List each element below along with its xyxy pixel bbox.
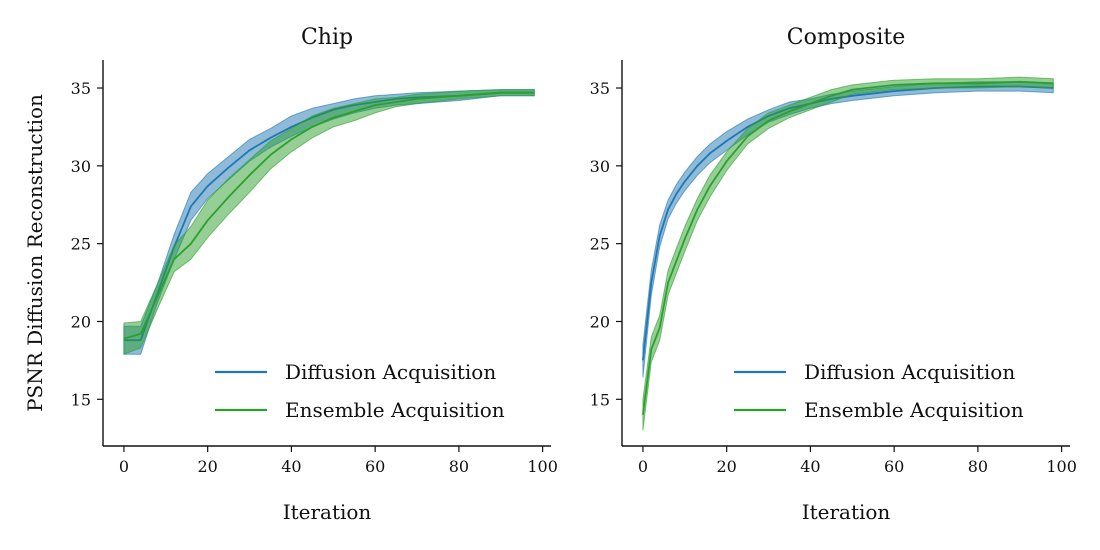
chart-title: Chip (301, 25, 353, 50)
series-confidence-band (642, 81, 1054, 378)
x-tick-label: 100 (527, 457, 558, 476)
series-2 (642, 76, 1054, 431)
y-tick-label: 25 (590, 235, 610, 254)
y-tick-label: 30 (71, 157, 91, 176)
y-axis-label: PSNR Diffusion Reconstruction (23, 94, 47, 412)
y-tick-label: 15 (590, 390, 610, 409)
legend-label: Diffusion Acquisition (804, 360, 1015, 384)
x-tick-label: 20 (716, 457, 736, 476)
series-line (642, 80, 1054, 416)
y-tick-label: 20 (590, 312, 610, 331)
x-tick-label: 100 (1046, 457, 1077, 476)
series-confidence-band (642, 76, 1054, 431)
x-tick-label: 80 (449, 457, 469, 476)
legend-label: Diffusion Acquisition (285, 360, 496, 384)
x-tick-label: 60 (365, 457, 385, 476)
legend: Diffusion Acquisition Ensemble Acquisitio… (215, 360, 505, 422)
chart-panel-1: Chip 0 20 40 60 80 100 15 20 25 30 35 Iteration PSNR … (23, 25, 558, 524)
x-tick-label: 60 (884, 457, 904, 476)
legend-label: Ensemble Acquisition (804, 398, 1024, 422)
x-tick-label: 20 (197, 457, 217, 476)
y-tick-label: 15 (71, 390, 91, 409)
x-axis-label: Iteration (802, 500, 891, 524)
series-1 (642, 81, 1054, 378)
y-tick-label: 35 (590, 79, 610, 98)
y-tick-label: 20 (71, 312, 91, 331)
series-line (123, 91, 535, 340)
x-tick-label: 0 (638, 457, 648, 476)
legend-label: Ensemble Acquisition (285, 398, 505, 422)
x-tick-label: 40 (281, 457, 301, 476)
x-tick-label: 0 (119, 457, 129, 476)
series-line (642, 85, 1054, 361)
legend: Diffusion Acquisition Ensemble Acquisitio… (734, 360, 1024, 422)
chart-title: Composite (787, 25, 905, 50)
x-tick-label: 80 (968, 457, 988, 476)
series-2 (123, 89, 535, 355)
y-tick-label: 30 (590, 157, 610, 176)
chart-panel-2: Composite 0 20 40 60 80 100 15 20 25 30 35 Iteration… (590, 25, 1077, 524)
y-tick-label: 25 (71, 235, 91, 254)
x-tick-label: 40 (800, 457, 820, 476)
x-axis-label: Iteration (283, 500, 372, 524)
y-tick-label: 35 (71, 79, 91, 98)
